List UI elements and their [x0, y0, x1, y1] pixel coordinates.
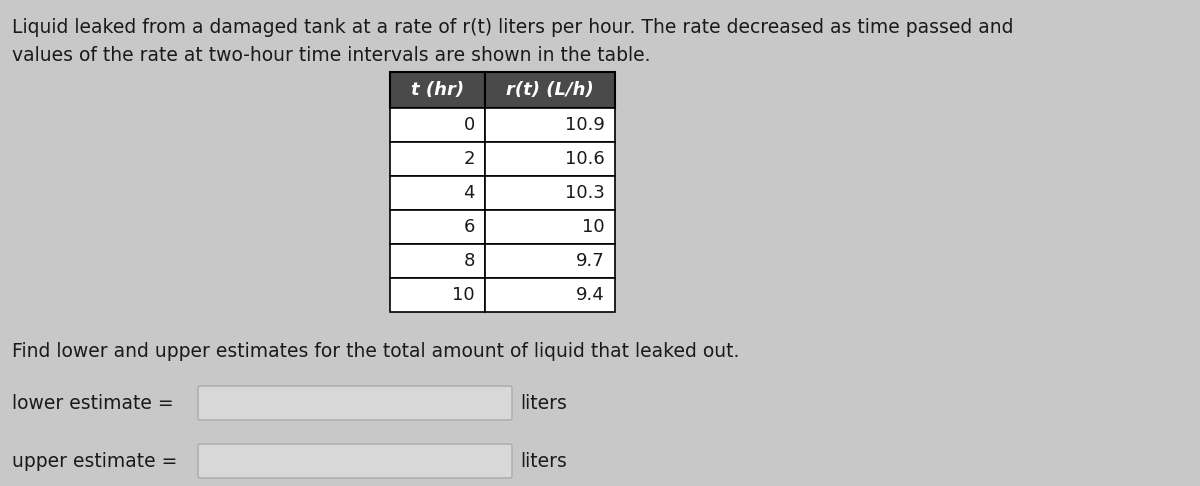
- Text: liters: liters: [520, 394, 566, 413]
- FancyBboxPatch shape: [198, 444, 512, 478]
- Text: 9.4: 9.4: [576, 286, 605, 304]
- Bar: [485, 108, 616, 142]
- Bar: [390, 142, 485, 176]
- Bar: [485, 176, 616, 210]
- Text: 0: 0: [463, 116, 475, 134]
- Text: 2: 2: [463, 150, 475, 168]
- FancyBboxPatch shape: [198, 386, 512, 420]
- Bar: [485, 142, 616, 176]
- Bar: [390, 210, 485, 244]
- Text: 10.6: 10.6: [565, 150, 605, 168]
- Bar: [390, 278, 485, 312]
- Text: 10: 10: [582, 218, 605, 236]
- Text: upper estimate =: upper estimate =: [12, 451, 178, 470]
- Bar: [390, 72, 485, 108]
- Text: Find lower and upper estimates for the total amount of liquid that leaked out.: Find lower and upper estimates for the t…: [12, 342, 739, 361]
- Text: 6: 6: [463, 218, 475, 236]
- Text: 10.3: 10.3: [565, 184, 605, 202]
- Bar: [390, 244, 485, 278]
- Bar: [390, 176, 485, 210]
- Text: Liquid leaked from a damaged tank at a rate of r(t) liters per hour. The rate de: Liquid leaked from a damaged tank at a r…: [12, 18, 1014, 37]
- Text: 10: 10: [452, 286, 475, 304]
- Text: 4: 4: [463, 184, 475, 202]
- Bar: [390, 108, 485, 142]
- Bar: [485, 210, 616, 244]
- Bar: [485, 72, 616, 108]
- Text: 9.7: 9.7: [576, 252, 605, 270]
- Text: t (hr): t (hr): [410, 81, 464, 99]
- Bar: [485, 244, 616, 278]
- Text: lower estimate =: lower estimate =: [12, 394, 174, 413]
- Text: liters: liters: [520, 451, 566, 470]
- Bar: [485, 278, 616, 312]
- Text: values of the rate at two-hour time intervals are shown in the table.: values of the rate at two-hour time inte…: [12, 46, 650, 65]
- Text: 10.9: 10.9: [565, 116, 605, 134]
- Text: r(t) (L/h): r(t) (L/h): [506, 81, 594, 99]
- Text: 8: 8: [463, 252, 475, 270]
